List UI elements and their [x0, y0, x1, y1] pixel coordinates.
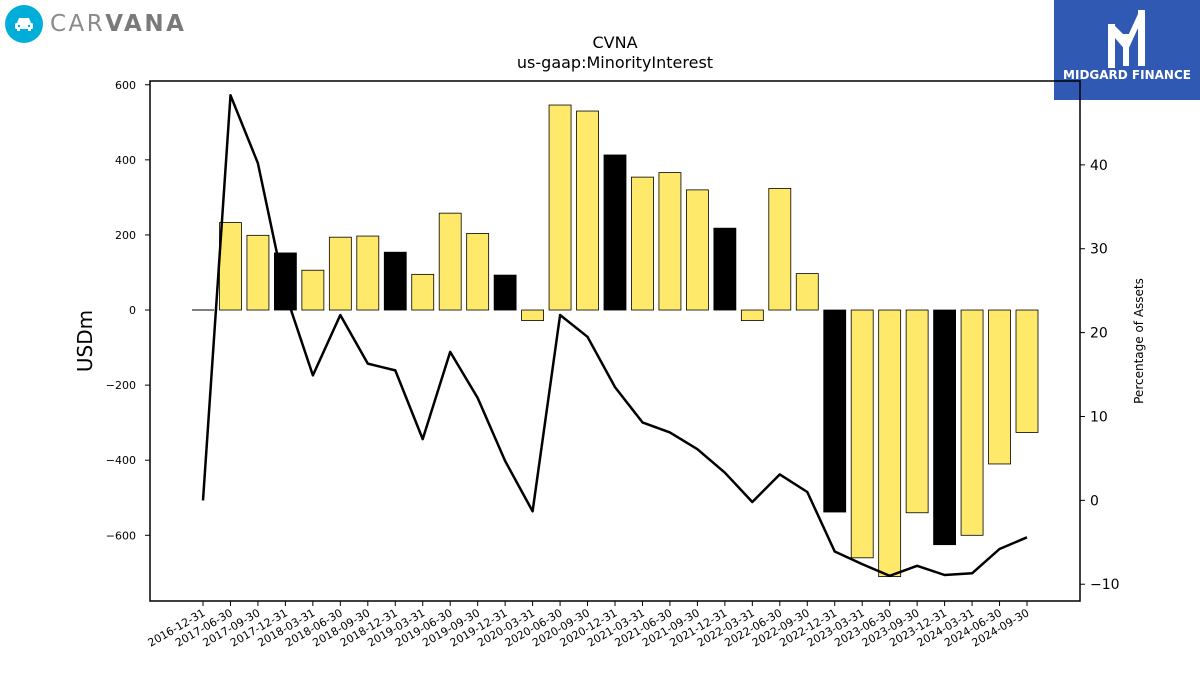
bar-2021-09-30 — [686, 189, 709, 311]
y-tick-label: 0 — [129, 304, 136, 317]
bar-2018-03-31 — [301, 269, 325, 311]
chart-title: CVNA — [592, 33, 637, 52]
x-axis-ticks: 2016-12-312017-06-302017-09-302017-12-31… — [146, 601, 1032, 650]
bar-2023-12-31 — [933, 309, 956, 546]
y-tick-label: −200 — [106, 379, 136, 392]
brand-name: CARVANA — [50, 11, 187, 37]
y-tick-label: 200 — [115, 229, 136, 242]
bar-2018-06-30 — [328, 236, 352, 311]
plot-frame — [149, 80, 1081, 602]
bar-2017-06-30 — [219, 222, 242, 311]
bar-2024-06-30 — [988, 309, 1011, 465]
bar-2020-09-30 — [576, 110, 599, 311]
left-axis-ticks: 600 400 200 0 −200 −400 −600 — [106, 79, 150, 542]
bar-2021-06-30 — [658, 172, 682, 311]
bar-series — [192, 104, 1039, 577]
bar-2019-09-30 — [466, 233, 490, 311]
bar-2023-03-31 — [850, 309, 874, 559]
bar-2019-12-31 — [493, 274, 517, 311]
carvana-logo: CARVANA — [5, 5, 186, 43]
bar-2017-09-30 — [246, 234, 270, 311]
y2-axis-label: Percentage of Assets — [1132, 278, 1146, 404]
midgard-finance-logo: MIDGARD FINANCE — [1054, 0, 1200, 100]
y-axis-label: USDm — [73, 310, 97, 372]
bar-2019-03-31 — [411, 273, 435, 311]
car-icon — [5, 5, 43, 43]
bar-2018-12-31 — [383, 251, 407, 311]
bar-2020-06-30 — [548, 104, 572, 311]
y-tick-label: −600 — [106, 529, 136, 542]
bar-2020-03-31 — [521, 309, 544, 321]
bar-2022-06-30 — [768, 187, 792, 311]
y2-tick-label: 40 — [1090, 158, 1108, 174]
right-axis-ticks: 40 30 20 10 0 −10 — [1080, 158, 1120, 593]
y-tick-label: −400 — [106, 454, 136, 467]
y2-tick-label: −10 — [1090, 577, 1120, 593]
sponsor-name: MIDGARD FINANCE — [1063, 68, 1191, 82]
bar-2022-09-30 — [795, 273, 819, 311]
line-series — [201, 94, 1028, 578]
y2-tick-label: 30 — [1090, 242, 1108, 258]
y-tick-label: 400 — [115, 154, 136, 167]
y2-tick-label: 10 — [1090, 409, 1108, 425]
bar-2022-03-31 — [740, 309, 764, 321]
chart-subtitle: us-gaap:MinorityInterest — [517, 53, 713, 72]
y2-tick-label: 20 — [1090, 326, 1108, 342]
bar-2020-12-31 — [603, 154, 627, 311]
y-tick-label: 600 — [115, 79, 136, 92]
bar-2019-06-30 — [438, 212, 462, 311]
mf-monogram-icon — [1108, 10, 1145, 68]
bar-2023-06-30 — [878, 309, 902, 577]
bar-2021-03-31 — [631, 176, 654, 311]
bar-2021-12-31 — [713, 227, 737, 311]
bar-2024-03-31 — [960, 309, 984, 536]
bar-2022-12-31 — [823, 309, 847, 513]
percentage-of-assets-line — [201, 94, 1028, 578]
bar-2024-09-30 — [1015, 309, 1039, 433]
y2-tick-label: 0 — [1090, 493, 1099, 509]
bar-2018-09-30 — [356, 235, 380, 311]
bar-2023-09-30 — [905, 309, 929, 514]
